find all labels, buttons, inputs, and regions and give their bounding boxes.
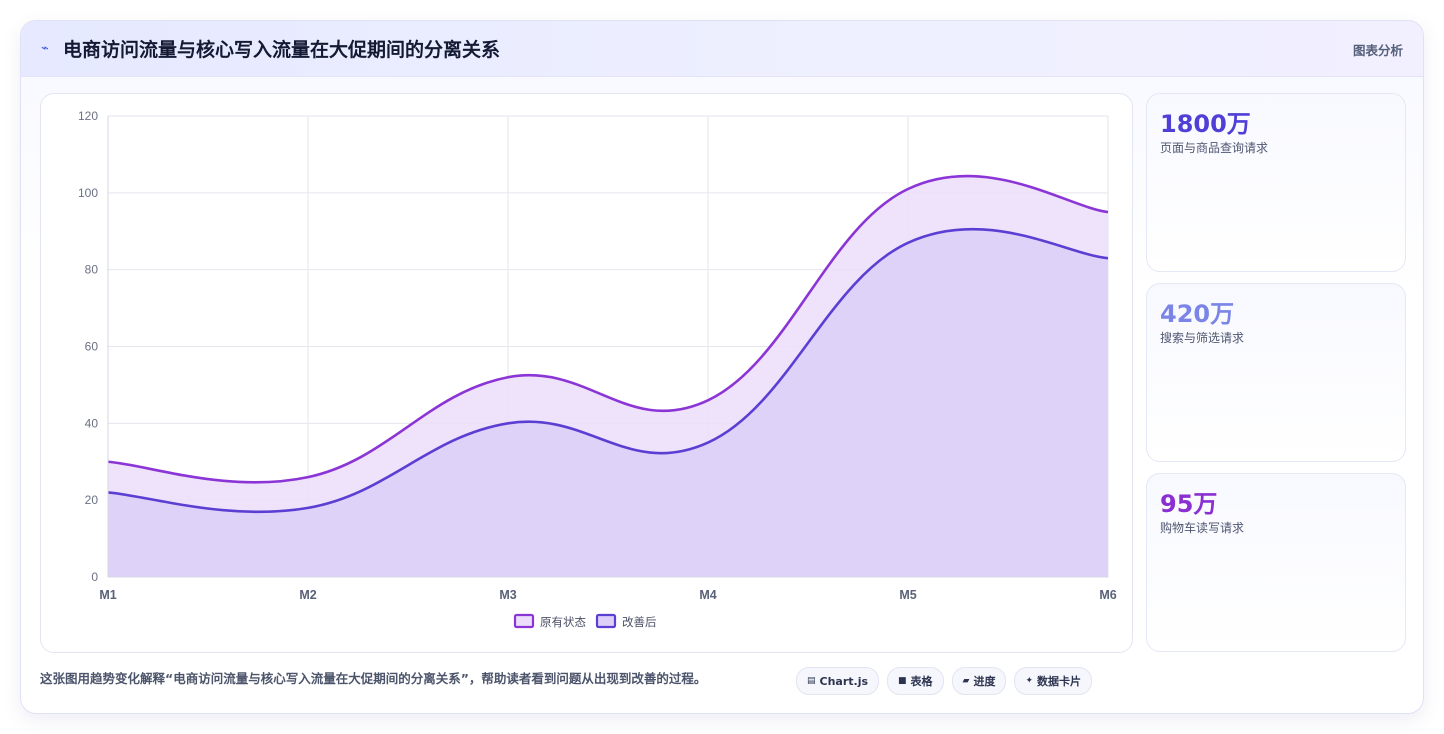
- legend-label: 原有状态: [540, 615, 586, 629]
- chip-chartjs[interactable]: ▤ Chart.js: [796, 667, 880, 695]
- series-line-1: [107, 174, 1109, 484]
- card-icon: ✦: [1025, 676, 1034, 686]
- stat-label: 页面与商品查询请求: [1160, 141, 1269, 155]
- x-tick-label: M5: [899, 588, 916, 602]
- trend-icon: ⌁: [41, 41, 49, 56]
- stat-label: 搜索与筛选请求: [1160, 331, 1245, 345]
- card-header: ⌁ 电商访问流量与核心写入流量在大促期间的分离关系 图表分析: [21, 21, 1423, 77]
- progress-icon: ▰: [962, 676, 970, 686]
- y-tick-label: 100: [78, 186, 98, 200]
- stat-label: 购物车读写请求: [1160, 521, 1245, 535]
- tech-chips: ▤ Chart.js ■ 表格 ▰ 进度 ✦ 数据卡片: [796, 667, 1093, 695]
- x-tick-label: M4: [699, 588, 716, 602]
- chip-data-card[interactable]: ✦ 数据卡片: [1014, 667, 1093, 695]
- series-line-2: [107, 227, 1109, 514]
- stat-value: 420万: [1160, 300, 1235, 328]
- y-tick-label: 0: [91, 570, 98, 584]
- chip-label: Chart.js: [819, 674, 869, 688]
- y-tick-label: 60: [85, 340, 99, 354]
- stat-value: 95万: [1160, 490, 1218, 518]
- analysis-card: ⌁ 电商访问流量与核心写入流量在大促期间的分离关系 图表分析 0 20 40 60 80…: [20, 20, 1424, 714]
- y-tick-label: 40: [85, 416, 99, 430]
- chip-table[interactable]: ■ 表格: [887, 667, 944, 695]
- x-tick-label: M2: [299, 588, 316, 602]
- chip-label: 进度: [973, 675, 996, 688]
- chart-analysis-tag: 图表分析: [1352, 43, 1403, 58]
- chip-progress[interactable]: ▰ 进度: [951, 667, 1007, 695]
- stat-value: 1800万: [1160, 110, 1251, 138]
- table-icon: ■: [898, 676, 907, 686]
- x-tick-label: M3: [499, 588, 516, 602]
- legend-swatch: [513, 613, 535, 629]
- legend-swatch: [595, 613, 617, 629]
- page-title: 电商访问流量与核心写入流量在大促期间的分离关系: [63, 39, 501, 61]
- y-tick-label: 120: [78, 109, 98, 123]
- chip-label: 表格: [910, 675, 933, 688]
- chart-caption: 这张图用趋势变化解释“电商访问流量与核心写入流量在大促期间的分离关系”，帮助读者…: [40, 671, 707, 686]
- chart-icon: ▤: [807, 676, 816, 686]
- stat-card-cart-requests: 95万 购物车读写请求: [1146, 473, 1406, 652]
- stat-card-search-requests: 420万 搜索与筛选请求: [1146, 283, 1406, 462]
- chip-label: 数据卡片: [1037, 675, 1082, 688]
- legend-label: 改善后: [622, 615, 657, 629]
- series-area-2: [108, 229, 1108, 577]
- y-tick-label: 20: [85, 493, 99, 507]
- x-tick-label: M1: [99, 588, 116, 602]
- area-chart: 0 20 40 60 80 100 120 M1 M2 M3 M4 M5 M6 原有状态 改善后: [78, 109, 1117, 629]
- stat-card-page-queries: 1800万 页面与商品查询请求: [1146, 93, 1406, 272]
- x-tick-label: M6: [1099, 588, 1116, 602]
- y-tick-label: 80: [85, 263, 99, 277]
- chart-panel: 0 20 40 60 80 100 120 M1 M2 M3 M4 M5 M6 原有状态 改善后: [40, 93, 1133, 653]
